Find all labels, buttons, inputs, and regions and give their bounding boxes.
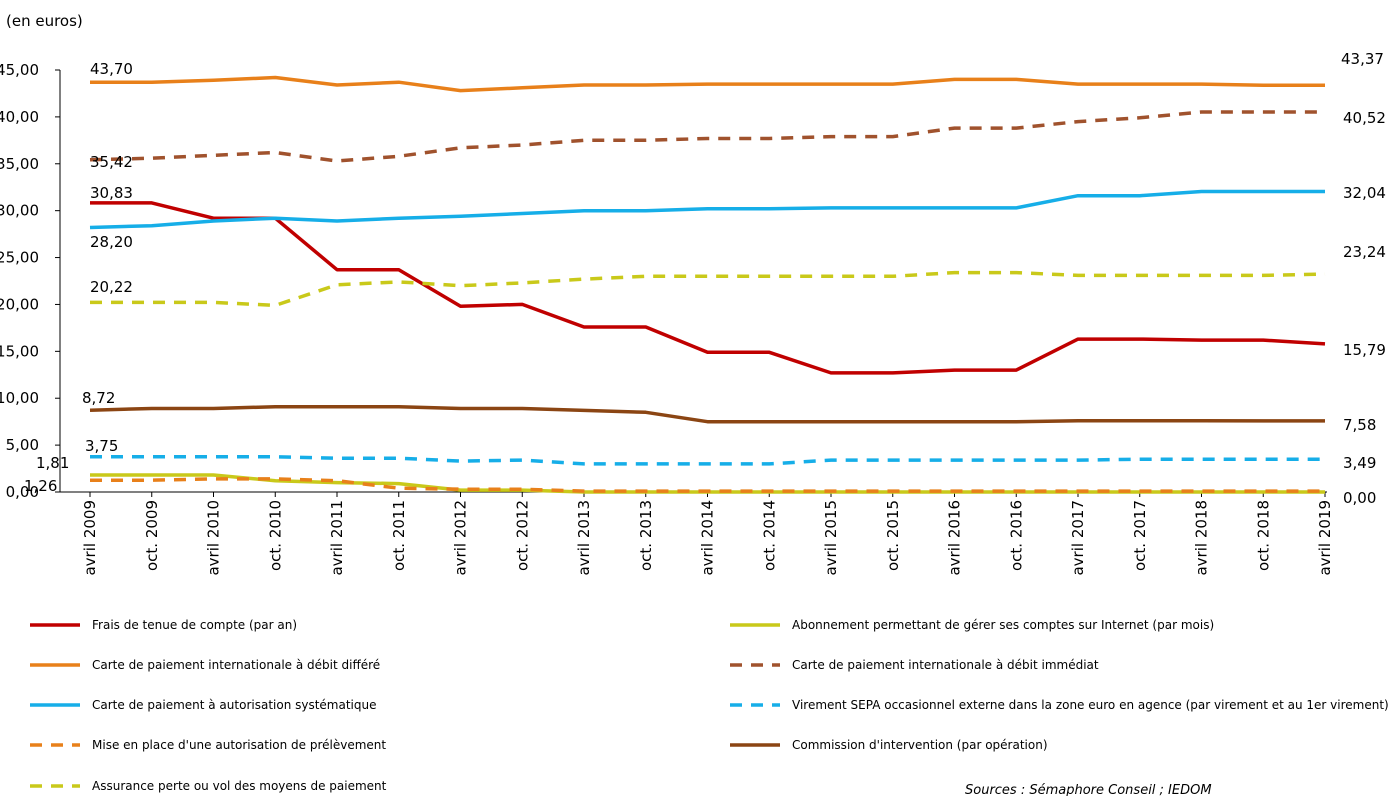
- series-line: [90, 270, 1326, 308]
- data-label-start: 1,81: [36, 454, 69, 472]
- data-label-end: 0,00: [1343, 489, 1376, 507]
- legend-label: Mise en place d'une autorisation de prél…: [92, 738, 386, 752]
- x-tick-label: oct. 2017: [1131, 500, 1149, 571]
- data-label-start: 28,20: [90, 233, 133, 251]
- series-line: [90, 75, 1325, 93]
- data-label-start: 8,72: [82, 389, 115, 407]
- data-label-start: 30,83: [90, 184, 133, 202]
- legend-label: Carte de paiement à autorisation systéma…: [92, 698, 377, 712]
- legend-label: Carte de paiement internationale à débit…: [792, 658, 1099, 672]
- data-label-end: 32,04: [1343, 184, 1386, 202]
- y-tick-label: 35,00: [0, 155, 39, 173]
- y-tick-label: 30,00: [0, 202, 39, 220]
- y-tick-label: 10,00: [0, 389, 39, 407]
- data-label-end: 40,52: [1343, 109, 1386, 127]
- x-tick-label: avril 2012: [452, 500, 470, 576]
- series-line: [90, 455, 1325, 466]
- legend-label: Carte de paiement internationale à débit…: [92, 658, 380, 672]
- x-tick-label: oct. 2010: [266, 500, 284, 571]
- series-line: [89, 110, 1325, 163]
- series-line: [89, 404, 1325, 424]
- data-label-start: 20,22: [90, 278, 133, 296]
- x-tick-label: oct. 2009: [143, 500, 161, 571]
- y-tick-label: 45,00: [0, 61, 39, 79]
- series-line: [90, 477, 1325, 493]
- data-label-end: 3,49: [1343, 454, 1376, 472]
- source-note: Sources : Sémaphore Conseil ; IEDOM: [965, 783, 1212, 796]
- axes: 0,00 5,00 10,00 15,00 20,00 25,00 30,00 35,00 40…: [0, 61, 1334, 576]
- data-label-end: 43,37: [1341, 50, 1384, 68]
- x-tick-label: oct. 2016: [1007, 500, 1025, 571]
- x-tick-label: avril 2019: [1316, 500, 1334, 576]
- legend-label: Commission d'intervention (par opération…: [792, 738, 1048, 752]
- x-tick-label: avril 2010: [205, 500, 223, 576]
- x-tick-label: oct. 2013: [637, 500, 655, 571]
- legend-label: Frais de tenue de compte (par an): [92, 618, 297, 632]
- legend-label: Virement SEPA occasionnel externe dans l…: [792, 698, 1388, 712]
- x-tick-label: oct. 2014: [760, 500, 778, 571]
- data-label-end: 7,58: [1343, 416, 1376, 434]
- x-tick-label: oct. 2011: [390, 500, 408, 571]
- x-tick-label: avril 2013: [575, 500, 593, 576]
- data-label-start: 43,70: [90, 60, 133, 78]
- data-label-end: 23,24: [1343, 243, 1386, 261]
- x-tick-label: oct. 2018: [1254, 500, 1272, 571]
- x-tick-label: oct. 2012: [513, 500, 531, 571]
- data-label-start: 3,75: [85, 437, 118, 455]
- series-line: [89, 189, 1325, 230]
- x-tick-label: avril 2015: [822, 500, 840, 576]
- y-unit-label: (en euros): [6, 12, 83, 30]
- x-tick-label: oct. 2015: [884, 500, 902, 571]
- y-tick-label: 0,00: [6, 483, 39, 501]
- x-tick-label: avril 2017: [1069, 500, 1087, 576]
- y-tick-label: 15,00: [0, 342, 39, 360]
- x-tick-label: avril 2018: [1193, 500, 1211, 576]
- legend-label: Abonnement permettant de gérer ses compt…: [792, 618, 1214, 632]
- value-labels: 30,83 15,79 1,81 0,00 43,70 43,37 35,42 40,52 28…: [24, 50, 1386, 507]
- data-label-start: 1,26: [24, 477, 57, 495]
- legend: Frais de tenue de compte (par an) Abonnem…: [30, 618, 1388, 793]
- y-tick-label: 40,00: [0, 108, 39, 126]
- y-tick-label: 25,00: [0, 249, 39, 267]
- x-tick-label: avril 2016: [946, 500, 964, 576]
- x-tick-label: avril 2011: [328, 500, 346, 576]
- series-lines: [89, 75, 1326, 494]
- data-label-start: 35,42: [90, 153, 133, 171]
- x-tick-label: avril 2009: [81, 500, 99, 576]
- y-tick-label: 20,00: [0, 295, 39, 313]
- y-tick-label: 5,00: [6, 436, 39, 454]
- series-line: [90, 201, 1326, 375]
- x-tick-label: avril 2014: [699, 500, 717, 576]
- legend-label: Assurance perte ou vol des moyens de pai…: [92, 779, 387, 793]
- data-label-end: 15,79: [1343, 341, 1386, 359]
